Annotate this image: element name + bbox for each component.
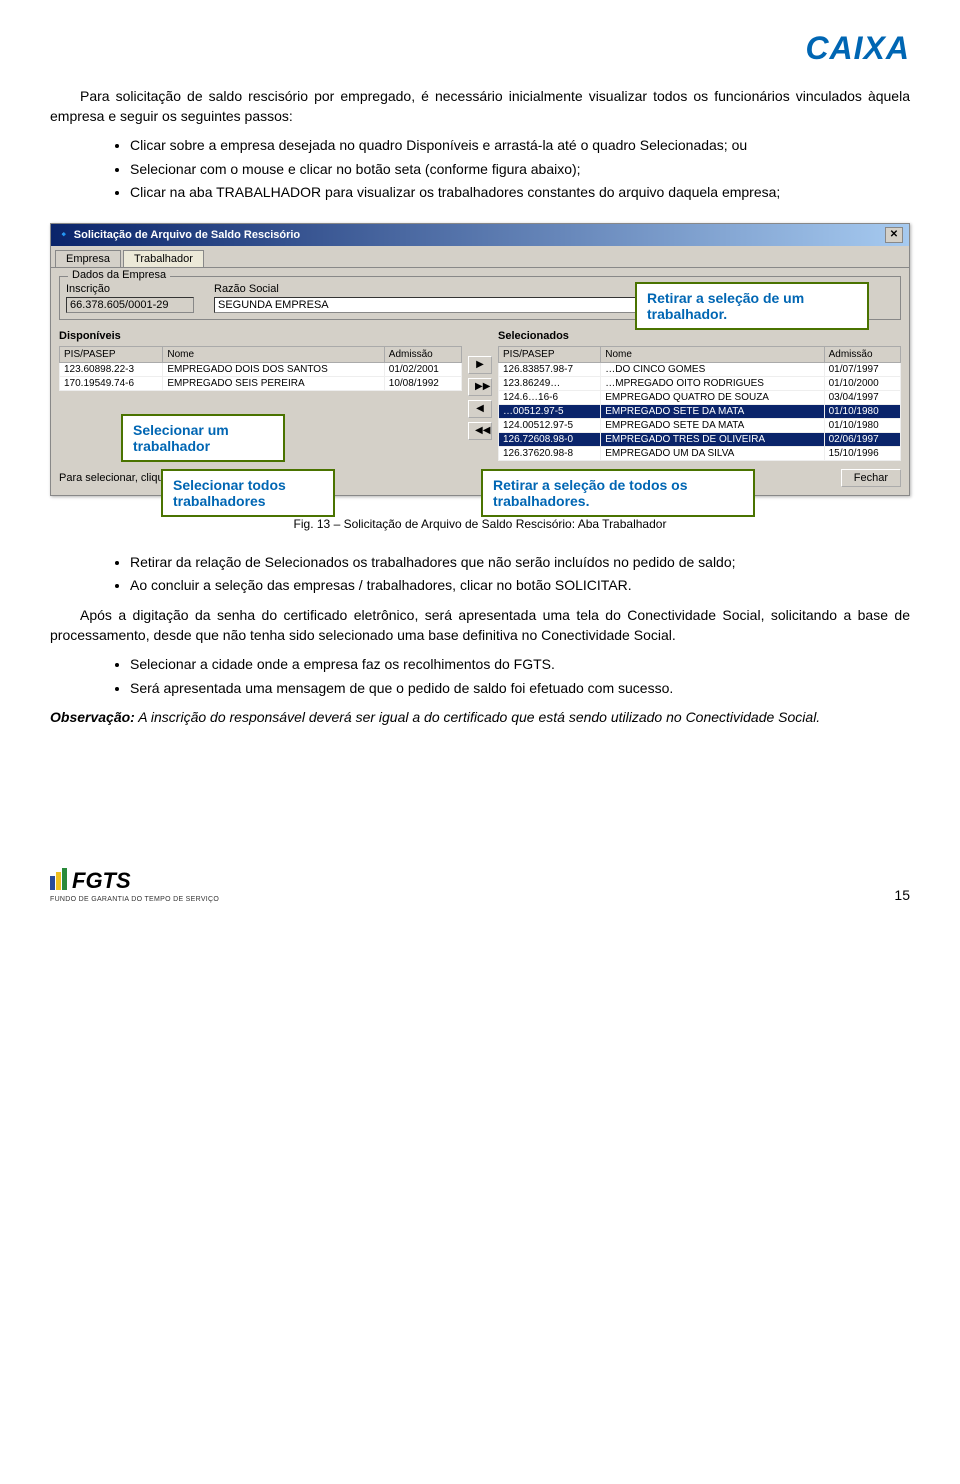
page-footer: FGTS FUNDO DE GARANTIA DO TEMPO DE SERVI…	[50, 868, 910, 903]
col-header[interactable]: PIS/PASEP	[499, 346, 601, 362]
move-all-right-button[interactable]: ▶▶	[468, 378, 492, 396]
step-item: Será apresentada uma mensagem de que o p…	[130, 679, 910, 699]
arrow-buttons: ▶ ▶▶ ◀ ◀◀	[468, 326, 492, 440]
col-header[interactable]: Admissão	[384, 346, 461, 362]
move-left-button[interactable]: ◀	[468, 400, 492, 418]
page-number: 15	[894, 887, 910, 903]
intro-paragraph: Para solicitação de saldo rescisório por…	[50, 87, 910, 126]
titlebar: 🔹 Solicitação de Arquivo de Saldo Rescis…	[51, 224, 909, 246]
observacao: Observação: A inscrição do responsável d…	[50, 708, 910, 728]
table-row[interactable]: 124.00512.97-5EMPREGADO SETE DA MATA01/1…	[499, 418, 901, 432]
table-row[interactable]: 126.37620.98-8EMPREGADO UM DA SILVA15/10…	[499, 446, 901, 460]
fgts-bars-icon	[50, 868, 68, 896]
step-item: Ao concluir a seleção das empresas / tra…	[130, 576, 910, 596]
col-header[interactable]: Nome	[601, 346, 824, 362]
fechar-button[interactable]: Fechar	[841, 469, 901, 487]
table-row[interactable]: 123.60898.22-3EMPREGADO DOIS DOS SANTOS0…	[60, 362, 462, 376]
figure-caption: Fig. 13 – Solicitação de Arquivo de Sald…	[50, 516, 910, 533]
disponiveis-title: Disponíveis	[59, 330, 462, 342]
table-row[interactable]: 126.83857.98-7…DO CINCO GOMES01/07/1997	[499, 362, 901, 376]
selecionados-title: Selecionados	[498, 330, 901, 342]
table-row[interactable]: 124.6…16-6EMPREGADO QUATRO DE SOUZA03/04…	[499, 390, 901, 404]
callout-retirar-todos: Retirar a seleção de todos os trabalhado…	[481, 469, 755, 517]
step-item: Clicar na aba TRABALHADOR para visualiza…	[130, 183, 910, 203]
inscricao-input[interactable]	[66, 297, 194, 313]
table-row[interactable]: 123.86249……MPREGADO OITO RODRIGUES01/10/…	[499, 376, 901, 390]
steps-list-2: Retirar da relação de Selecionados os tr…	[90, 553, 910, 596]
move-right-button[interactable]: ▶	[468, 356, 492, 374]
selecionados-grid[interactable]: PIS/PASEP Nome Admissão 126.83857.98-7…D…	[498, 346, 901, 461]
caixa-logo: CAIXA	[50, 30, 910, 67]
tab-trabalhador[interactable]: Trabalhador	[123, 250, 204, 267]
callout-selecionar-um: Selecionar um trabalhador	[121, 414, 285, 462]
steps-list-1: Clicar sobre a empresa desejada no quadr…	[90, 136, 910, 203]
fgts-logo: FGTS FUNDO DE GARANTIA DO TEMPO DE SERVI…	[50, 868, 219, 903]
close-icon[interactable]: ✕	[885, 227, 903, 243]
window-title: 🔹 Solicitação de Arquivo de Saldo Rescis…	[57, 228, 300, 241]
disponiveis-grid[interactable]: PIS/PASEP Nome Admissão 123.60898.22-3EM…	[59, 346, 462, 391]
fgts-subtitle: FUNDO DE GARANTIA DO TEMPO DE SERVIÇO	[50, 896, 219, 903]
paragraph-conectividade: Após a digitação da senha do certificado…	[50, 606, 910, 645]
group-label: Dados da Empresa	[68, 269, 170, 281]
obs-label: Observação:	[50, 709, 135, 725]
callout-selecionar-todos: Selecionar todos trabalhadores	[161, 469, 335, 517]
steps-list-3: Selecionar a cidade onde a empresa faz o…	[90, 655, 910, 698]
step-item: Selecionar a cidade onde a empresa faz o…	[130, 655, 910, 675]
tab-empresa[interactable]: Empresa	[55, 250, 121, 267]
table-row[interactable]: 170.19549.74-6EMPREGADO SEIS PEREIRA10/0…	[60, 376, 462, 390]
dialog-window: 🔹 Solicitação de Arquivo de Saldo Rescis…	[50, 223, 910, 496]
table-row[interactable]: …00512.97-5EMPREGADO SETE DA MATA01/10/1…	[499, 404, 901, 418]
tab-bar: Empresa Trabalhador	[51, 246, 909, 267]
col-header[interactable]: PIS/PASEP	[60, 346, 163, 362]
col-header[interactable]: Admissão	[824, 346, 900, 362]
step-item: Clicar sobre a empresa desejada no quadr…	[130, 136, 910, 156]
step-item: Retirar da relação de Selecionados os tr…	[130, 553, 910, 573]
inscricao-label: Inscrição	[66, 283, 194, 295]
step-item: Selecionar com o mouse e clicar no botão…	[130, 160, 910, 180]
col-header[interactable]: Nome	[163, 346, 384, 362]
table-row[interactable]: 126.72608.98-0EMPREGADO TRES DE OLIVEIRA…	[499, 432, 901, 446]
callout-retirar-um: Retirar a seleção de um trabalhador.	[635, 282, 869, 330]
move-all-left-button[interactable]: ◀◀	[468, 422, 492, 440]
